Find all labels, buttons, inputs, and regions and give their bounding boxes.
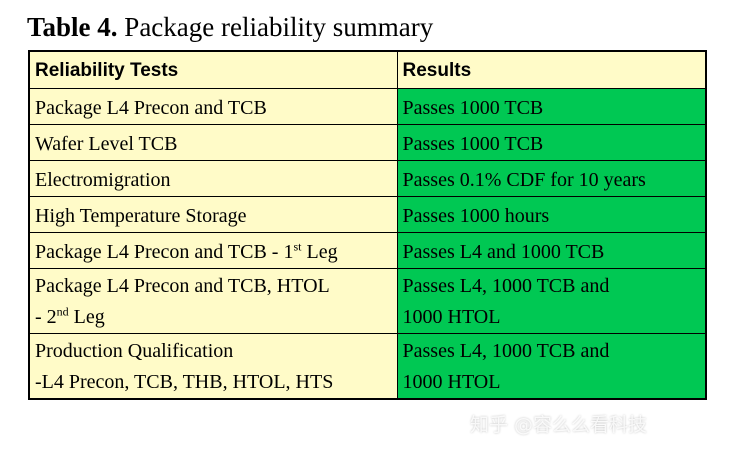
result-text-line2: 1000 HTOL xyxy=(402,371,501,393)
table-row: Wafer Level TCB Passes 1000 TCB xyxy=(28,124,707,161)
test-text-suffix: Leg xyxy=(301,240,338,263)
table-title: Package reliability summary xyxy=(124,12,434,42)
test-cell: Package L4 Precon and TCB - 1st Leg xyxy=(28,232,398,269)
watermark: 知乎 @容么么看科技 xyxy=(470,414,648,436)
test-cell: Package L4 Precon and TCB xyxy=(28,88,398,125)
result-text-line1: Passes L4, 1000 TCB and xyxy=(402,275,610,297)
result-cell: Passes 0.1% CDF for 10 years xyxy=(396,160,707,197)
test-cell: Wafer Level TCB xyxy=(28,124,398,161)
test-text-suffix: Leg xyxy=(68,306,105,328)
test-text: - 2 xyxy=(35,306,57,328)
result-cell: Passes 1000 TCB xyxy=(396,88,707,125)
table-caption: Table 4. Package reliability summary xyxy=(27,10,433,44)
ordinal-superscript: nd xyxy=(56,304,69,319)
result-cell: Passes 1000 TCB xyxy=(396,124,707,161)
result-text-line2: 1000 HTOL xyxy=(402,306,501,328)
result-text-line1: Passes L4, 1000 TCB and xyxy=(402,340,610,362)
test-text-line1: Package L4 Precon and TCB, HTOL xyxy=(35,275,330,297)
table-row: Production Qualification -L4 Precon, TCB,… xyxy=(28,333,707,400)
table-row: Package L4 Precon and TCB Passes 1000 TC… xyxy=(28,88,707,125)
test-cell: Electromigration xyxy=(28,160,398,197)
table-row: High Temperature Storage Passes 1000 hou… xyxy=(28,196,707,233)
table-row: Electromigration Passes 0.1% CDF for 10 … xyxy=(28,160,707,197)
table-header-row: Reliability Tests Results xyxy=(28,50,707,89)
test-text-line1: Production Qualification xyxy=(35,340,234,362)
result-cell: Passes L4, 1000 TCB and 1000 HTOL xyxy=(396,268,707,334)
result-cell: Passes L4, 1000 TCB and 1000 HTOL xyxy=(396,333,707,400)
table-row: Package L4 Precon and TCB, HTOL - 2nd Leg… xyxy=(28,268,707,334)
ordinal-superscript: st xyxy=(293,238,302,253)
table-number: Table 4. xyxy=(27,12,118,42)
reliability-table: Reliability Tests Results Package L4 Pre… xyxy=(28,50,707,400)
test-cell: High Temperature Storage xyxy=(28,196,398,233)
table-row: Package L4 Precon and TCB - 1st Leg Pass… xyxy=(28,232,707,269)
test-cell: Production Qualification -L4 Precon, TCB,… xyxy=(28,333,398,400)
test-cell: Package L4 Precon and TCB, HTOL - 2nd Leg xyxy=(28,268,398,334)
test-text: Package L4 Precon and TCB - 1 xyxy=(35,240,294,263)
header-results: Results xyxy=(396,50,707,89)
header-reliability-tests: Reliability Tests xyxy=(28,50,398,89)
result-cell: Passes L4 and 1000 TCB xyxy=(396,232,707,269)
result-cell: Passes 1000 hours xyxy=(396,196,707,233)
test-text-line2: -L4 Precon, TCB, THB, HTOL, HTS xyxy=(35,371,334,393)
